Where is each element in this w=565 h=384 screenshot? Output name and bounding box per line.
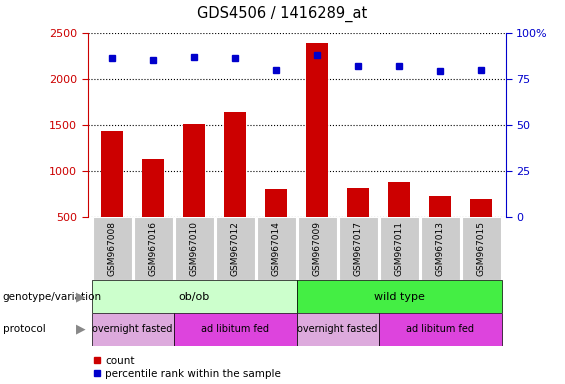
Text: GDS4506 / 1416289_at: GDS4506 / 1416289_at — [197, 5, 368, 22]
Bar — [224, 112, 246, 263]
Bar — [183, 124, 206, 263]
Text: overnight fasted: overnight fasted — [93, 324, 173, 334]
Bar — [92, 280, 297, 313]
Bar — [420, 217, 459, 280]
Text: ad libitum fed: ad libitum fed — [406, 324, 474, 334]
Text: genotype/variation: genotype/variation — [3, 291, 102, 302]
Text: GSM967013: GSM967013 — [436, 221, 445, 276]
Text: GSM967010: GSM967010 — [190, 221, 199, 276]
Text: ob/ob: ob/ob — [179, 291, 210, 302]
Bar — [173, 313, 297, 346]
Bar — [338, 217, 377, 280]
Text: GSM967017: GSM967017 — [354, 221, 363, 276]
Bar — [298, 217, 337, 280]
Bar — [462, 217, 501, 280]
Bar — [101, 131, 123, 263]
Bar — [470, 199, 492, 263]
Text: ▶: ▶ — [76, 323, 86, 336]
Bar — [216, 217, 255, 280]
Bar — [429, 196, 451, 263]
Text: GSM967015: GSM967015 — [477, 221, 485, 276]
Bar — [297, 280, 502, 313]
Bar — [134, 217, 173, 280]
Bar — [380, 217, 419, 280]
Legend: count, percentile rank within the sample: count, percentile rank within the sample — [93, 356, 281, 379]
Bar — [306, 43, 328, 263]
Text: protocol: protocol — [3, 324, 46, 334]
Text: overnight fasted: overnight fasted — [297, 324, 378, 334]
Bar — [93, 217, 132, 280]
Bar — [142, 159, 164, 263]
Bar — [257, 217, 295, 280]
Bar — [379, 313, 502, 346]
Bar — [347, 189, 370, 263]
Bar — [175, 217, 214, 280]
Text: ▶: ▶ — [76, 290, 86, 303]
Bar — [265, 189, 288, 263]
Bar — [92, 313, 173, 346]
Bar — [388, 182, 410, 263]
Text: wild type: wild type — [373, 291, 424, 302]
Text: GSM967008: GSM967008 — [108, 221, 116, 276]
Bar — [297, 313, 379, 346]
Text: ad libitum fed: ad libitum fed — [201, 324, 269, 334]
Text: GSM967016: GSM967016 — [149, 221, 158, 276]
Text: GSM967009: GSM967009 — [312, 221, 321, 276]
Text: GSM967014: GSM967014 — [272, 221, 281, 276]
Text: GSM967012: GSM967012 — [231, 221, 240, 276]
Text: GSM967011: GSM967011 — [394, 221, 403, 276]
